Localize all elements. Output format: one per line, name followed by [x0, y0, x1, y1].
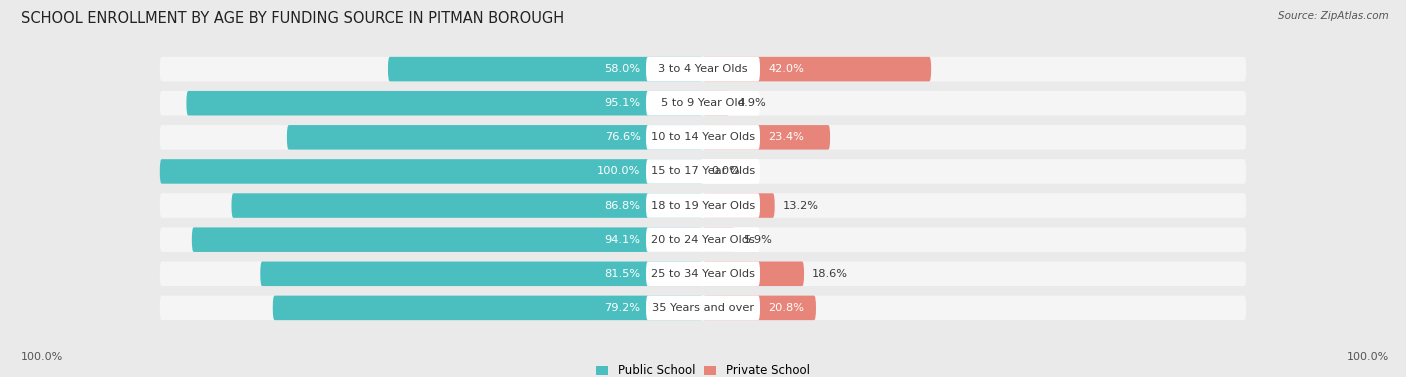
Text: 13.2%: 13.2%: [783, 201, 818, 211]
Text: 20 to 24 Year Olds: 20 to 24 Year Olds: [651, 234, 755, 245]
Text: 35 Years and over: 35 Years and over: [652, 303, 754, 313]
FancyBboxPatch shape: [260, 262, 703, 286]
Text: 42.0%: 42.0%: [768, 64, 804, 74]
Text: 79.2%: 79.2%: [605, 303, 641, 313]
FancyBboxPatch shape: [160, 296, 1246, 320]
Text: 5.9%: 5.9%: [744, 234, 772, 245]
FancyBboxPatch shape: [160, 57, 1246, 81]
FancyBboxPatch shape: [703, 262, 804, 286]
FancyBboxPatch shape: [703, 296, 815, 320]
FancyBboxPatch shape: [645, 296, 761, 320]
Text: 100.0%: 100.0%: [1347, 352, 1389, 362]
FancyBboxPatch shape: [160, 125, 1246, 150]
FancyBboxPatch shape: [645, 91, 761, 115]
Text: 58.0%: 58.0%: [605, 64, 641, 74]
FancyBboxPatch shape: [703, 193, 775, 218]
Text: 18 to 19 Year Olds: 18 to 19 Year Olds: [651, 201, 755, 211]
FancyBboxPatch shape: [191, 227, 703, 252]
FancyBboxPatch shape: [160, 227, 1246, 252]
Text: 20.8%: 20.8%: [768, 303, 804, 313]
FancyBboxPatch shape: [232, 193, 703, 218]
Text: Source: ZipAtlas.com: Source: ZipAtlas.com: [1278, 11, 1389, 21]
FancyBboxPatch shape: [703, 57, 931, 81]
FancyBboxPatch shape: [287, 125, 703, 150]
Legend: Public School, Private School: Public School, Private School: [596, 365, 810, 377]
FancyBboxPatch shape: [645, 57, 761, 81]
FancyBboxPatch shape: [160, 159, 703, 184]
Text: 95.1%: 95.1%: [605, 98, 641, 108]
Text: 18.6%: 18.6%: [813, 269, 848, 279]
Text: 94.1%: 94.1%: [605, 234, 641, 245]
FancyBboxPatch shape: [160, 262, 1246, 286]
FancyBboxPatch shape: [703, 125, 830, 150]
Text: 81.5%: 81.5%: [605, 269, 641, 279]
Text: 4.9%: 4.9%: [738, 98, 766, 108]
FancyBboxPatch shape: [645, 262, 761, 286]
Text: 10 to 14 Year Olds: 10 to 14 Year Olds: [651, 132, 755, 143]
FancyBboxPatch shape: [160, 159, 1246, 184]
Text: 5 to 9 Year Old: 5 to 9 Year Old: [661, 98, 745, 108]
Text: 0.0%: 0.0%: [711, 166, 740, 176]
FancyBboxPatch shape: [703, 91, 730, 115]
Text: 100.0%: 100.0%: [21, 352, 63, 362]
Text: SCHOOL ENROLLMENT BY AGE BY FUNDING SOURCE IN PITMAN BOROUGH: SCHOOL ENROLLMENT BY AGE BY FUNDING SOUR…: [21, 11, 564, 26]
FancyBboxPatch shape: [645, 159, 761, 184]
Text: 86.8%: 86.8%: [605, 201, 641, 211]
Text: 25 to 34 Year Olds: 25 to 34 Year Olds: [651, 269, 755, 279]
FancyBboxPatch shape: [273, 296, 703, 320]
Text: 76.6%: 76.6%: [605, 132, 641, 143]
FancyBboxPatch shape: [703, 227, 735, 252]
FancyBboxPatch shape: [187, 91, 703, 115]
Text: 23.4%: 23.4%: [768, 132, 804, 143]
FancyBboxPatch shape: [645, 227, 761, 252]
Text: 3 to 4 Year Olds: 3 to 4 Year Olds: [658, 64, 748, 74]
FancyBboxPatch shape: [160, 91, 1246, 115]
FancyBboxPatch shape: [160, 193, 1246, 218]
FancyBboxPatch shape: [645, 125, 761, 150]
Text: 15 to 17 Year Olds: 15 to 17 Year Olds: [651, 166, 755, 176]
Text: 100.0%: 100.0%: [598, 166, 641, 176]
FancyBboxPatch shape: [645, 193, 761, 218]
FancyBboxPatch shape: [388, 57, 703, 81]
